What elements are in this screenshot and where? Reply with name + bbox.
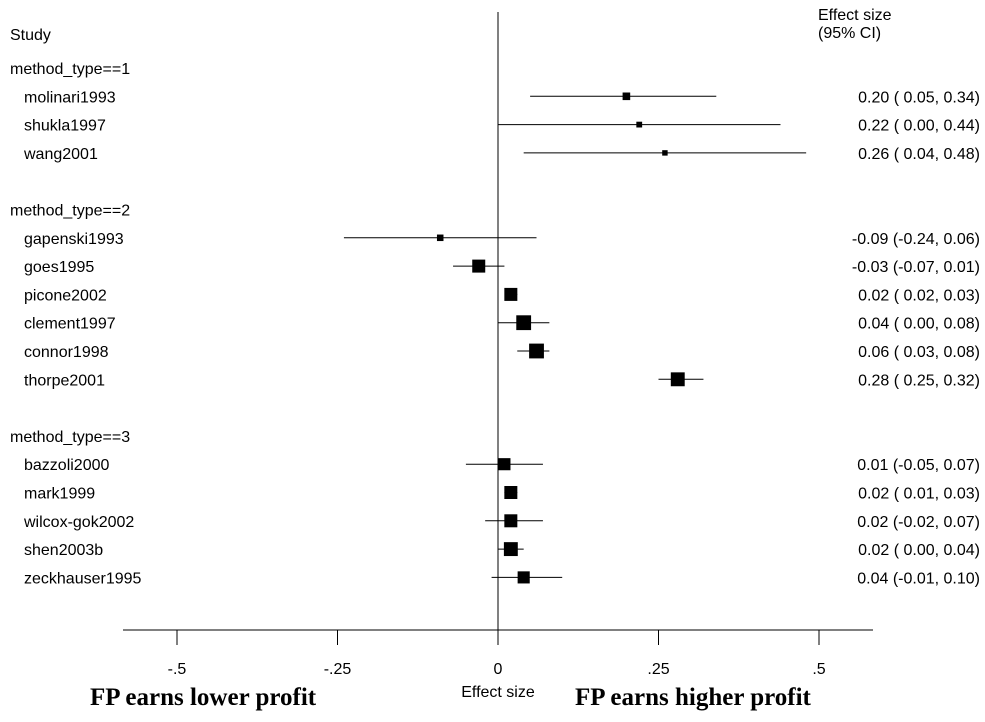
effect-ci-value: 0.02 ( 0.02, 0.03) [858,287,980,304]
group-label: method_type==1 [10,61,130,78]
effect-ci-value: -0.03 (-0.07, 0.01) [852,259,980,276]
effect-ci-value: 0.06 ( 0.03, 0.08) [858,344,980,361]
study-name: mark1999 [24,486,95,503]
effect-marker [503,542,518,557]
effect-ci-value: 0.20 ( 0.05, 0.34) [858,89,980,106]
effect-ci-value: 0.28 ( 0.25, 0.32) [858,372,980,389]
x-axis-label: Effect size [461,684,535,701]
effect-marker [498,458,511,471]
x-tick-label: 0 [494,661,503,678]
study-rows: method_type==1 molinari1993 0.20 ( 0.05, 0… [10,61,980,587]
effect-header-line1: Effect size [818,7,892,24]
effect-marker [622,92,631,101]
x-tick-label: -.5 [168,661,187,678]
effect-marker [517,571,530,584]
effect-marker [436,234,444,242]
study-name: molinari1993 [24,89,116,106]
effect-ci-value: 0.01 (-0.05, 0.07) [857,457,980,474]
effect-marker [504,287,518,301]
effect-ci-value: -0.09 (-0.24, 0.06) [852,231,980,248]
effect-header-line2: (95% CI) [818,25,881,42]
effect-ci-value: 0.02 ( 0.00, 0.04) [858,542,980,559]
study-name: connor1998 [24,344,109,361]
effect-ci-value: 0.04 ( 0.00, 0.08) [858,316,980,333]
x-tick-label: -.25 [324,661,352,678]
x-tick-label: .25 [647,661,669,678]
study-name: clement1997 [24,316,116,333]
effect-ci-value: 0.26 ( 0.04, 0.48) [858,146,980,163]
study-name: goes1995 [24,259,94,276]
study-name: thorpe2001 [24,372,105,389]
study-name: shukla1997 [24,118,106,135]
effect-marker [472,259,486,273]
right-annotation: FP earns higher profit [575,684,812,711]
effect-marker [504,486,518,499]
study-name: picone2002 [24,287,107,304]
effect-marker [636,121,643,128]
left-annotation: FP earns lower profit [90,684,317,711]
effect-ci-value: 0.04 (-0.01, 0.10) [857,570,980,587]
study-name: shen2003b [24,542,103,559]
x-tick-label: .5 [812,661,825,678]
study-name: wilcox-gok2002 [23,514,134,531]
study-name: wang2001 [23,146,98,163]
effect-ci-value: 0.02 (-0.02, 0.07) [857,514,980,531]
study-name: zeckhauser1995 [24,570,142,587]
x-axis-ticks: -.5 -.25 0 .25 .5 [168,630,826,678]
effect-ci-value: 0.02 ( 0.01, 0.03) [858,486,980,503]
effect-ci-value: 0.22 ( 0.00, 0.44) [858,118,980,135]
group-label: method_type==3 [10,429,130,446]
effect-marker [504,514,518,528]
study-header: Study [10,27,51,44]
effect-marker [529,343,544,359]
study-name: gapenski1993 [24,231,124,248]
group-label: method_type==2 [10,203,130,220]
effect-marker [516,315,532,331]
effect-marker [662,150,668,156]
study-name: bazzoli2000 [24,457,110,474]
effect-marker [670,372,685,387]
